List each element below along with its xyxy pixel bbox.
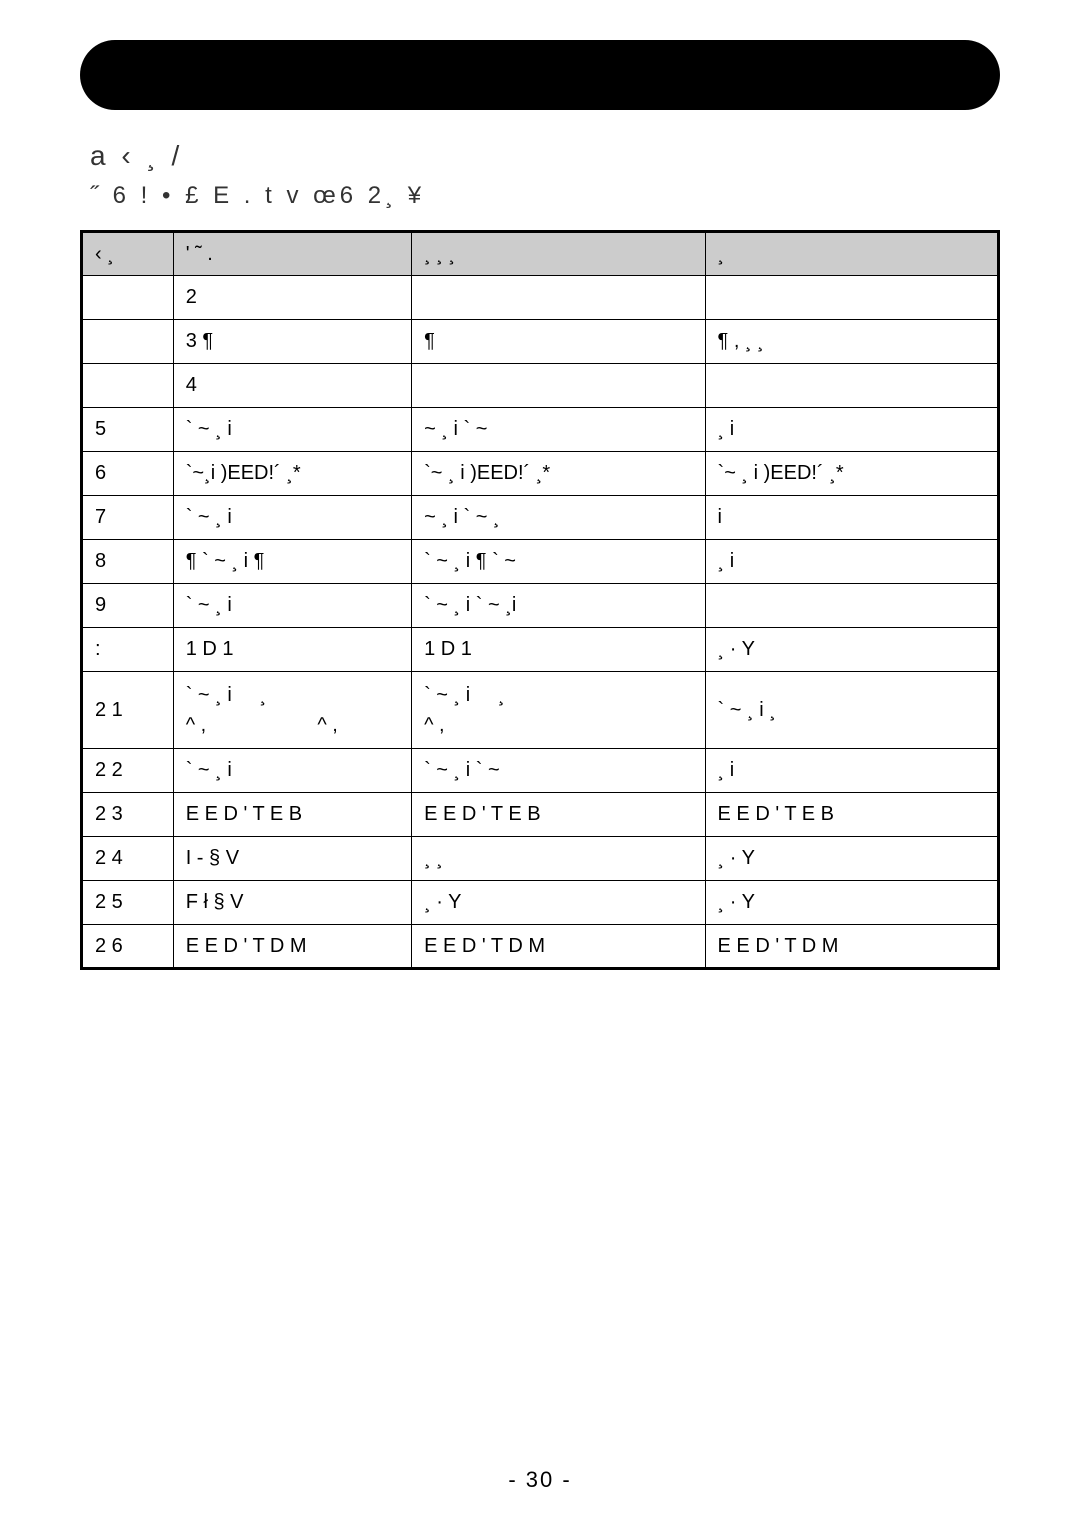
cell xyxy=(705,364,998,408)
cell: 2 2 xyxy=(82,749,174,793)
cell: E E D ' T E B xyxy=(412,793,705,837)
cell: 2 xyxy=(173,276,411,320)
table-header-row: ‹ ¸ ' ˜ . ¸ ¸ ¸ ¸ xyxy=(82,232,999,276)
cell: 8 xyxy=(82,540,174,584)
cell: ¶ , ¸ ¸ xyxy=(705,320,998,364)
cell: 3 ¶ xyxy=(173,320,411,364)
cell: 2 1 xyxy=(82,672,174,749)
cell: `~¸i )EED!´ ¸* xyxy=(173,452,411,496)
cell: ¸ i xyxy=(705,540,998,584)
cell: ¶ xyxy=(412,320,705,364)
table-row: 2 3 E E D ' T E B E E D ' T E B E E D ' … xyxy=(82,793,999,837)
table-row: 9 ` ~ ¸ i ` ~ ¸ i ` ~ ¸i xyxy=(82,584,999,628)
header-col-4: ¸ xyxy=(705,232,998,276)
table-row: 7 ` ~ ¸ i ~ ¸ i ` ~ ¸ i xyxy=(82,496,999,540)
table-row: 8 ¶ ` ~ ¸ i ¶ ` ~ ¸ i ¶ ` ~ ¸ i xyxy=(82,540,999,584)
header-col-2: ' ˜ . xyxy=(173,232,411,276)
cell: ` ~ ¸ i xyxy=(173,584,411,628)
table-row: 5 ` ~ ¸ i ~ ¸ i ` ~ ¸ i xyxy=(82,408,999,452)
table-row: 2 6 E E D ' T D M E E D ' T D M E E D ' … xyxy=(82,925,999,969)
cell: E E D ' T D M xyxy=(412,925,705,969)
cell: F ł § V xyxy=(173,881,411,925)
header-bar xyxy=(80,40,1000,110)
cell: ¸ ¸ xyxy=(412,837,705,881)
data-table: ‹ ¸ ' ˜ . ¸ ¸ ¸ ¸ 2 3 ¶ ¶ ¶ , ¸ ¸ 4 xyxy=(80,230,1000,970)
cell: ~ ¸ i ` ~ ¸ xyxy=(412,496,705,540)
cell: 7 xyxy=(82,496,174,540)
cell: ` ~ ¸ i ¶ ` ~ xyxy=(412,540,705,584)
cell: ` ~ ¸ i xyxy=(173,496,411,540)
cell: I - § V xyxy=(173,837,411,881)
cell: `~ ¸ i )EED!´ ¸* xyxy=(412,452,705,496)
table-row: 2 4 I - § V ¸ ¸ ¸ · Y xyxy=(82,837,999,881)
cell: ¸ i xyxy=(705,408,998,452)
heading-1: a ‹ ¸ / xyxy=(80,140,1000,172)
cell: `~ ¸ i )EED!´ ¸* xyxy=(705,452,998,496)
cell xyxy=(412,364,705,408)
cell: ¸ · Y xyxy=(412,881,705,925)
cell: 9 xyxy=(82,584,174,628)
table-row: 2 1 ` ~ ¸ i ¸^ , ^ , ` ~ ¸ i ¸^ , ` ~ ¸ … xyxy=(82,672,999,749)
cell: ¸ i xyxy=(705,749,998,793)
cell: ¸ · Y xyxy=(705,628,998,672)
cell: ` ~ ¸ i ¸ xyxy=(705,672,998,749)
cell: 5 xyxy=(82,408,174,452)
table-body: 2 3 ¶ ¶ ¶ , ¸ ¸ 4 5 ` ~ ¸ i ~ ¸ i ` ~ xyxy=(82,276,999,969)
header-col-3: ¸ ¸ ¸ xyxy=(412,232,705,276)
cell: ¸ · Y xyxy=(705,837,998,881)
cell: E E D ' T D M xyxy=(705,925,998,969)
cell: ¸ · Y xyxy=(705,881,998,925)
cell: ` ~ ¸ i xyxy=(173,408,411,452)
table-row: 2 5 F ł § V ¸ · Y ¸ · Y xyxy=(82,881,999,925)
cell xyxy=(705,584,998,628)
cell: ` ~ ¸ i ¸^ , ^ , xyxy=(173,672,411,749)
cell: ` ~ ¸ i ` ~ xyxy=(412,749,705,793)
cell: 1 D 1 xyxy=(412,628,705,672)
page-number: - 30 - xyxy=(508,1467,571,1493)
table-row: 4 xyxy=(82,364,999,408)
cell: i xyxy=(705,496,998,540)
cell: E E D ' T E B xyxy=(173,793,411,837)
cell: 2 5 xyxy=(82,881,174,925)
cell xyxy=(82,320,174,364)
cell: 4 xyxy=(173,364,411,408)
cell: E E D ' T E B xyxy=(705,793,998,837)
table-row: 6 `~¸i )EED!´ ¸* `~ ¸ i )EED!´ ¸* `~ ¸ i… xyxy=(82,452,999,496)
header-col-1: ‹ ¸ xyxy=(82,232,174,276)
cell xyxy=(412,276,705,320)
cell: ` ~ ¸ i ¸^ , xyxy=(412,672,705,749)
cell xyxy=(705,276,998,320)
cell: 2 4 xyxy=(82,837,174,881)
cell: ` ~ ¸ i ` ~ ¸i xyxy=(412,584,705,628)
cell: ` ~ ¸ i xyxy=(173,749,411,793)
cell xyxy=(82,364,174,408)
table-row: 2 xyxy=(82,276,999,320)
table-row: : 1 D 1 1 D 1 ¸ · Y xyxy=(82,628,999,672)
cell: ¶ ` ~ ¸ i ¶ xyxy=(173,540,411,584)
table-row: 3 ¶ ¶ ¶ , ¸ ¸ xyxy=(82,320,999,364)
heading-2: ˝ 6 ! • £ E . t v œ6 2¸ ¥ xyxy=(80,182,1000,210)
cell: : xyxy=(82,628,174,672)
cell: E E D ' T D M xyxy=(173,925,411,969)
cell xyxy=(82,276,174,320)
cell: 1 D 1 xyxy=(173,628,411,672)
cell: 6 xyxy=(82,452,174,496)
cell: 2 3 xyxy=(82,793,174,837)
table-row: 2 2 ` ~ ¸ i ` ~ ¸ i ` ~ ¸ i xyxy=(82,749,999,793)
cell: 2 6 xyxy=(82,925,174,969)
cell: ~ ¸ i ` ~ xyxy=(412,408,705,452)
